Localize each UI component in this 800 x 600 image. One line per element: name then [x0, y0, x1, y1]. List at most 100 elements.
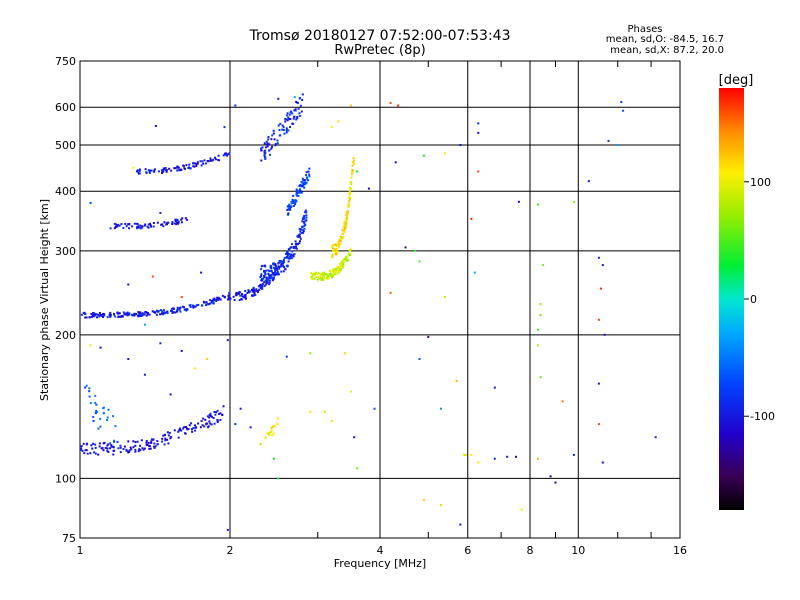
trace-point — [278, 260, 281, 263]
trace-point — [259, 276, 262, 279]
trace-point — [239, 407, 242, 410]
trace-point — [145, 441, 148, 444]
trace-point — [98, 314, 101, 317]
trace-point — [107, 408, 110, 411]
trace-point — [186, 308, 189, 311]
trace-point — [265, 281, 268, 284]
trace-point — [572, 200, 575, 203]
trace-point — [267, 269, 270, 272]
trace-point — [217, 298, 220, 301]
trace-point — [270, 426, 273, 429]
trace-point — [266, 145, 269, 148]
trace-point — [283, 132, 286, 135]
trace-point — [201, 424, 204, 427]
trace-point — [337, 241, 340, 244]
trace-point — [337, 243, 340, 246]
trace-point — [92, 312, 95, 314]
trace-point — [307, 179, 310, 182]
trace-point — [215, 411, 218, 414]
trace-point — [264, 279, 267, 282]
trace-point — [283, 261, 286, 264]
trace-point — [167, 221, 170, 224]
trace-point — [194, 162, 197, 165]
trace-point — [84, 312, 87, 315]
trace-point — [342, 236, 345, 239]
trace-point — [268, 279, 271, 282]
trace-point — [157, 310, 160, 312]
trace-point — [288, 118, 291, 121]
trace-point — [323, 271, 326, 274]
trace-point — [303, 222, 306, 225]
trace-point — [207, 426, 209, 429]
trace-point — [147, 226, 150, 229]
trace-point — [301, 220, 304, 223]
trace-point — [333, 269, 336, 272]
trace-point — [212, 301, 215, 304]
trace-point — [539, 303, 542, 306]
trace-point — [84, 449, 87, 452]
trace-point — [154, 445, 157, 448]
trace-point — [347, 206, 350, 209]
trace-point — [139, 449, 142, 452]
trace-point — [597, 256, 600, 259]
trace-point — [200, 164, 203, 167]
y-tick-label: 500 — [55, 139, 76, 152]
trace-point — [291, 250, 294, 253]
trace-point — [218, 413, 220, 415]
trace-point — [97, 313, 100, 316]
trace-point — [161, 312, 164, 315]
trace-point — [171, 223, 174, 225]
trace-point — [319, 274, 322, 277]
trace-point — [95, 409, 98, 412]
trace-point — [116, 311, 119, 314]
trace-point — [263, 275, 265, 277]
trace-point — [170, 169, 173, 172]
trace-point — [147, 223, 150, 226]
trace-point — [251, 294, 253, 297]
trace-point — [265, 140, 268, 143]
trace-point — [89, 344, 92, 347]
trace-point — [136, 440, 139, 443]
trace-point — [261, 287, 264, 290]
trace-point — [149, 224, 152, 227]
trace-point — [133, 222, 136, 225]
trace-point — [138, 169, 141, 172]
trace-point — [185, 164, 188, 167]
trace-point — [153, 445, 155, 448]
x-tick-label: 2 — [227, 544, 234, 557]
trace-point — [112, 453, 115, 456]
trace-point — [179, 168, 182, 171]
trace-point — [317, 276, 320, 278]
trace-point — [309, 410, 312, 413]
trace-point — [272, 262, 275, 265]
trace-point — [127, 223, 130, 226]
trace-point — [287, 213, 289, 216]
trace-point — [331, 254, 334, 257]
trace-point — [334, 249, 337, 252]
trace-point — [289, 126, 292, 128]
trace-point — [228, 294, 231, 297]
trace-point — [84, 386, 87, 389]
trace-point — [270, 147, 273, 150]
trace-point — [117, 447, 120, 450]
trace-point — [173, 222, 176, 225]
colorbar-tick-label: 0 — [750, 293, 757, 306]
trace-point — [339, 235, 342, 238]
trace-point — [194, 305, 197, 308]
x-tick-label: 1 — [77, 544, 84, 557]
trace-point — [289, 246, 292, 249]
trace-point — [301, 98, 304, 101]
trace-point — [292, 255, 295, 258]
trace-point — [264, 271, 267, 274]
trace-point — [300, 228, 303, 231]
trace-point — [292, 247, 295, 250]
trace-point — [260, 147, 262, 150]
trace-point — [156, 443, 159, 446]
trace-point — [252, 294, 255, 297]
trace-point — [315, 271, 317, 274]
colorbar-tick-label: 100 — [750, 176, 771, 189]
trace-point — [286, 208, 289, 211]
trace-point — [337, 272, 340, 275]
trace-point — [288, 257, 291, 260]
trace-point — [179, 428, 182, 431]
